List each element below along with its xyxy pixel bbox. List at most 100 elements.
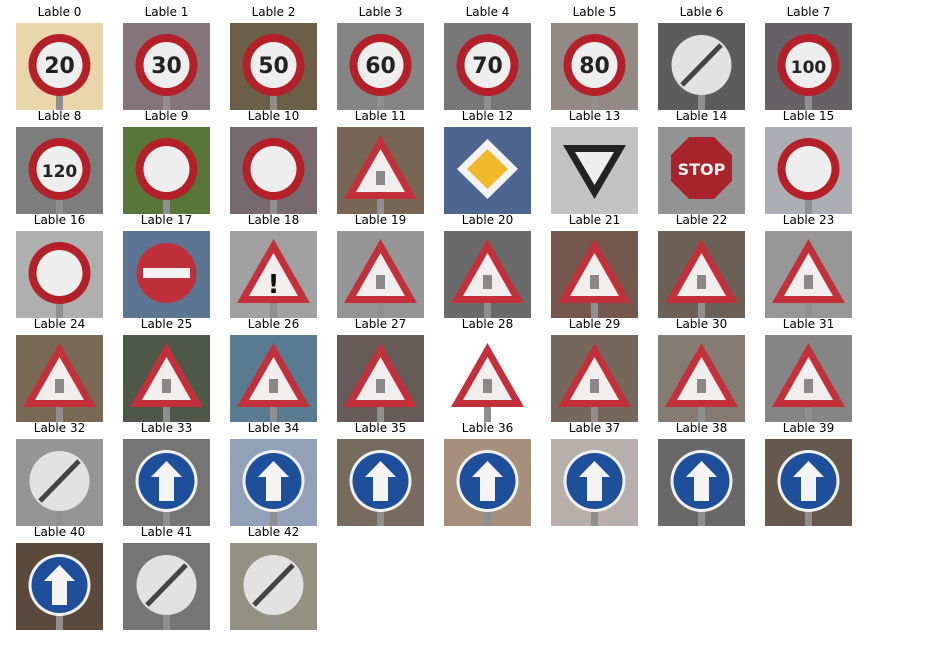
svg-text:60: 60 <box>365 54 396 79</box>
thumbnail: Lable 18! <box>230 213 317 318</box>
thumbnail: Lable 10 <box>230 109 317 214</box>
thumbnail-label: Lable 26 <box>247 317 300 331</box>
thumbnail: Lable 8 120 <box>16 109 103 214</box>
thumbnail: Lable 36 <box>444 421 531 526</box>
thumbnail-label: Lable 24 <box>33 317 86 331</box>
thumbnail-label: Lable 40 <box>33 525 86 539</box>
sign-image <box>551 127 638 214</box>
thumbnail: Lable 32 <box>16 421 103 526</box>
sign-image: ! <box>230 231 317 318</box>
svg-text:30: 30 <box>151 54 182 79</box>
thumbnail: Lable 13 <box>551 109 638 214</box>
sign-image: 50 <box>230 23 317 110</box>
sign-image <box>230 543 317 630</box>
thumbnail: Lable 28 <box>444 317 531 422</box>
thumbnail-label: Lable 36 <box>461 421 514 435</box>
thumbnail: Lable 26 <box>230 317 317 422</box>
thumbnail-label: Lable 7 <box>786 5 831 19</box>
thumbnail-label: Lable 8 <box>37 109 82 123</box>
thumbnail-label: Lable 32 <box>33 421 86 435</box>
thumbnail: Lable 34 <box>230 421 317 526</box>
sign-image: 100 <box>765 23 852 110</box>
thumbnail: Lable 0 20 <box>16 5 103 110</box>
sign-image <box>444 439 531 526</box>
thumbnail: Lable 7 100 <box>765 5 852 110</box>
sign-image: 80 <box>551 23 638 110</box>
thumbnail-label: Lable 28 <box>461 317 514 331</box>
thumbnail: Lable 5 80 <box>551 5 638 110</box>
sign-image <box>658 439 745 526</box>
svg-text:!: ! <box>268 270 280 300</box>
sign-image <box>337 231 424 318</box>
sign-image <box>551 231 638 318</box>
thumbnail-label: Lable 9 <box>144 109 189 123</box>
sign-image <box>444 127 531 214</box>
sign-image <box>765 335 852 422</box>
thumbnail: Lable 27 <box>337 317 424 422</box>
sign-image: 120 <box>16 127 103 214</box>
thumbnail-label: Lable 18 <box>247 213 300 227</box>
svg-text:80: 80 <box>579 54 610 79</box>
sign-image <box>444 335 531 422</box>
sign-image <box>16 231 103 318</box>
thumbnail-label: Lable 30 <box>675 317 728 331</box>
thumbnail: Lable 9 <box>123 109 210 214</box>
sign-image: 60 <box>337 23 424 110</box>
sign-image <box>658 23 745 110</box>
sign-image <box>765 439 852 526</box>
thumbnail-label: Lable 31 <box>782 317 835 331</box>
thumbnail: Lable 39 <box>765 421 852 526</box>
thumbnail-label: Lable 33 <box>140 421 193 435</box>
sign-image <box>16 335 103 422</box>
thumbnail-label: Lable 20 <box>461 213 514 227</box>
thumbnail: Lable 38 <box>658 421 745 526</box>
thumbnail: Lable 14 STOP <box>658 109 745 214</box>
thumbnail-label: Lable 39 <box>782 421 835 435</box>
thumbnail-label: Lable 11 <box>354 109 407 123</box>
sign-image <box>123 127 210 214</box>
svg-text:120: 120 <box>42 162 78 182</box>
thumbnail: Lable 4 70 <box>444 5 531 110</box>
thumbnail-label: Lable 19 <box>354 213 407 227</box>
svg-text:20: 20 <box>44 54 75 79</box>
sign-image <box>16 439 103 526</box>
thumbnail: Lable 42 <box>230 525 317 630</box>
thumbnail: Lable 21 <box>551 213 638 318</box>
thumbnail-label: Lable 13 <box>568 109 621 123</box>
sign-image <box>123 543 210 630</box>
sign-image <box>765 127 852 214</box>
sign-image <box>230 127 317 214</box>
thumbnail: Lable 23 <box>765 213 852 318</box>
sign-image <box>658 335 745 422</box>
svg-text:50: 50 <box>258 54 289 79</box>
sign-image <box>230 439 317 526</box>
thumbnail-label: Lable 0 <box>37 5 82 19</box>
thumbnail-label: Lable 21 <box>568 213 621 227</box>
thumbnail-label: Lable 14 <box>675 109 728 123</box>
thumbnail-label: Lable 25 <box>140 317 193 331</box>
sign-image <box>337 439 424 526</box>
sign-image <box>658 231 745 318</box>
sign-image <box>337 127 424 214</box>
sign-image <box>16 543 103 630</box>
thumbnail-label: Lable 17 <box>140 213 193 227</box>
thumbnail-label: Lable 12 <box>461 109 514 123</box>
thumbnail-label: Lable 16 <box>33 213 86 227</box>
svg-text:STOP: STOP <box>678 160 726 179</box>
thumbnail: Lable 12 <box>444 109 531 214</box>
thumbnail: Lable 6 <box>658 5 745 110</box>
thumbnail: Lable 20 <box>444 213 531 318</box>
thumbnail: Lable 11 <box>337 109 424 214</box>
thumbnail-label: Lable 37 <box>568 421 621 435</box>
thumbnail: Lable 24 <box>16 317 103 422</box>
thumbnail: Lable 1 30 <box>123 5 210 110</box>
thumbnail: Lable 2 50 <box>230 5 317 110</box>
thumbnail-label: Lable 5 <box>572 5 617 19</box>
thumbnail-label: Lable 42 <box>247 525 300 539</box>
thumbnail-label: Lable 27 <box>354 317 407 331</box>
sign-image: STOP <box>658 127 745 214</box>
thumbnail: Lable 25 <box>123 317 210 422</box>
thumbnail: Lable 37 <box>551 421 638 526</box>
thumbnail: Lable 15 <box>765 109 852 214</box>
thumbnail: Lable 41 <box>123 525 210 630</box>
